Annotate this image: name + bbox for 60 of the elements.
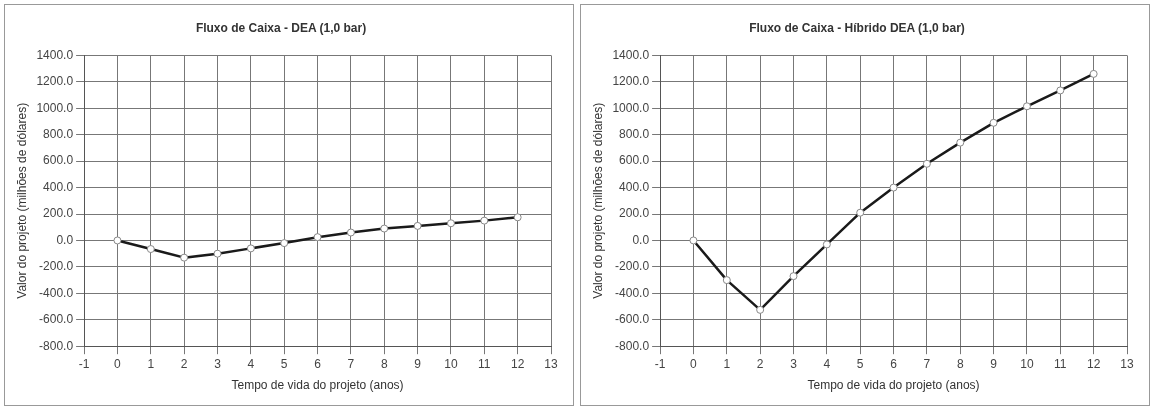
y-tick-label: 1000.0 <box>612 100 650 115</box>
x-tick-label: 6 <box>314 356 322 371</box>
x-axis-title: Tempo de vida do projeto (anos) <box>807 378 980 393</box>
x-axis-title: Tempo de vida do projeto (anos) <box>231 378 404 393</box>
x-tick-label: 6 <box>890 356 898 371</box>
y-tick-label: -200.0 <box>39 259 74 274</box>
y-tick-label: 0.0 <box>632 232 650 247</box>
x-tick-label: 7 <box>347 356 355 371</box>
x-tick-label: 2 <box>180 356 188 371</box>
x-tick-label: 13 <box>1120 356 1134 371</box>
x-tick-label: 12 <box>1086 356 1101 371</box>
y-tick-label: 200.0 <box>43 206 74 221</box>
y-tick-label: 800.0 <box>43 127 74 142</box>
y-tick-label: -800.0 <box>615 338 650 353</box>
x-tick-label: 9 <box>990 356 998 371</box>
y-tick-label: 1400.0 <box>612 47 650 62</box>
x-tick-label: 0 <box>690 356 698 371</box>
x-tick-label: -1 <box>78 356 90 371</box>
x-tick-label: 1 <box>147 356 155 371</box>
y-tick-label: 200.0 <box>619 206 650 221</box>
y-axis-title: Valor do projeto (milhões de dólares) <box>590 102 605 299</box>
y-tick-label: -600.0 <box>615 312 650 327</box>
x-tick-label: 2 <box>756 356 764 371</box>
x-tick-label: 8 <box>956 356 964 371</box>
y-tick-label: -400.0 <box>615 285 650 300</box>
y-tick-label: 1200.0 <box>36 74 74 89</box>
x-tick-label: 10 <box>1020 356 1034 371</box>
x-tick-label: 1 <box>723 356 731 371</box>
x-tick-label: 13 <box>544 356 558 371</box>
y-tick-label: 600.0 <box>619 153 650 168</box>
x-tick-label: 8 <box>380 356 388 371</box>
x-tick-label: -1 <box>654 356 666 371</box>
x-tick-label: 4 <box>247 356 255 371</box>
y-tick-label: -800.0 <box>39 338 74 353</box>
x-tick-label: 5 <box>280 356 288 371</box>
x-tick-label: 4 <box>823 356 831 371</box>
y-tick-label: 400.0 <box>43 179 74 194</box>
x-tick-label: 7 <box>923 356 931 371</box>
x-tick-label: 5 <box>856 356 864 371</box>
y-axis-title: Valor do projeto (milhões de dólares) <box>14 102 29 299</box>
x-tick-label: 12 <box>510 356 525 371</box>
chart-title: Fluxo de Caixa - Híbrido DEA (1,0 bar) <box>749 20 965 35</box>
y-tick-label: 800.0 <box>619 127 650 142</box>
chart-title: Fluxo de Caixa - DEA (1,0 bar) <box>195 20 367 35</box>
x-tick-label: 11 <box>1054 356 1067 371</box>
y-tick-label: 400.0 <box>619 179 650 194</box>
y-tick-label: 1400.0 <box>36 47 74 62</box>
y-tick-label: 1200.0 <box>612 74 650 89</box>
x-tick-label: 9 <box>414 356 422 371</box>
x-tick-label: 3 <box>214 356 222 371</box>
x-tick-label: 10 <box>444 356 458 371</box>
y-tick-label: 0.0 <box>56 232 74 247</box>
x-tick-label: 3 <box>790 356 798 371</box>
y-tick-label: 1000.0 <box>36 100 74 115</box>
x-tick-label: 11 <box>478 356 491 371</box>
y-tick-label: 600.0 <box>43 153 74 168</box>
x-tick-label: 0 <box>114 356 122 371</box>
y-tick-label: -600.0 <box>39 312 74 327</box>
y-tick-label: -200.0 <box>615 259 650 274</box>
y-tick-label: -400.0 <box>39 285 74 300</box>
